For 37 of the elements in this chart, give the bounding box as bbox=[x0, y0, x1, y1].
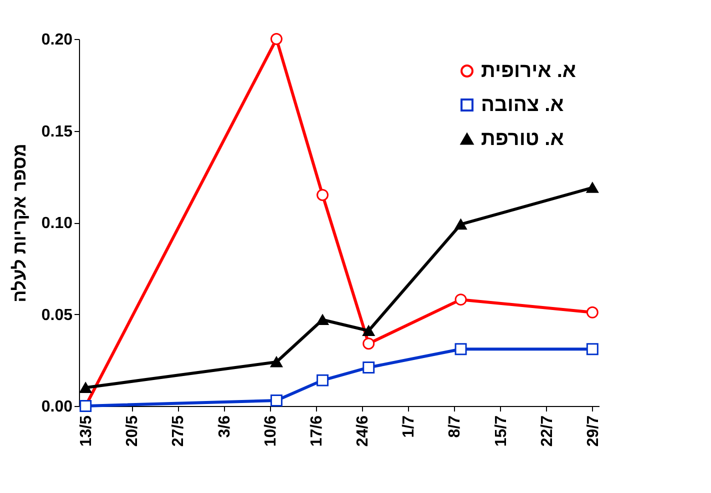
x-tick-label: 10/6 bbox=[262, 415, 280, 447]
legend-label: א. אירופית bbox=[481, 60, 576, 82]
x-tick-label: 15/7 bbox=[492, 415, 510, 447]
point bbox=[270, 33, 282, 45]
x-tick-label: 13/5 bbox=[78, 415, 96, 447]
point bbox=[362, 338, 375, 350]
y-tick-label: 0.15 bbox=[41, 123, 73, 140]
point bbox=[454, 294, 467, 306]
point bbox=[316, 188, 329, 201]
point bbox=[454, 343, 467, 356]
point bbox=[316, 314, 329, 326]
point bbox=[454, 219, 467, 230]
x-tick-label: 22/7 bbox=[538, 415, 556, 447]
x-tick-label: 29/7 bbox=[584, 415, 602, 447]
point bbox=[270, 394, 282, 406]
y-tick-label: 0.05 bbox=[41, 306, 73, 324]
y-tick-label: 0.10 bbox=[41, 215, 73, 232]
x-tick-label: 8/7 bbox=[446, 415, 464, 438]
x-tick-label: 24/6 bbox=[354, 415, 372, 447]
point bbox=[586, 343, 598, 356]
point bbox=[362, 325, 375, 336]
x-tick-label: 17/6 bbox=[308, 415, 326, 447]
legend-label: א. טורפת bbox=[481, 128, 564, 150]
x-tick-label: 20/5 bbox=[124, 415, 142, 447]
point bbox=[270, 356, 282, 368]
point bbox=[80, 382, 92, 393]
x-tick-label: 3/6 bbox=[216, 415, 234, 438]
point bbox=[586, 182, 598, 193]
y-tick-label: 0.20 bbox=[41, 32, 73, 48]
y-axis-title: מספר אקריות לעלה bbox=[9, 144, 30, 302]
x-tick-label: 27/5 bbox=[170, 415, 188, 447]
point bbox=[362, 361, 375, 374]
x-tick-label: 1/7 bbox=[400, 415, 418, 438]
point bbox=[316, 374, 329, 386]
legend-label: א. צהובה bbox=[481, 94, 564, 116]
y-tick-label: 0.00 bbox=[41, 398, 73, 416]
point bbox=[586, 306, 598, 318]
